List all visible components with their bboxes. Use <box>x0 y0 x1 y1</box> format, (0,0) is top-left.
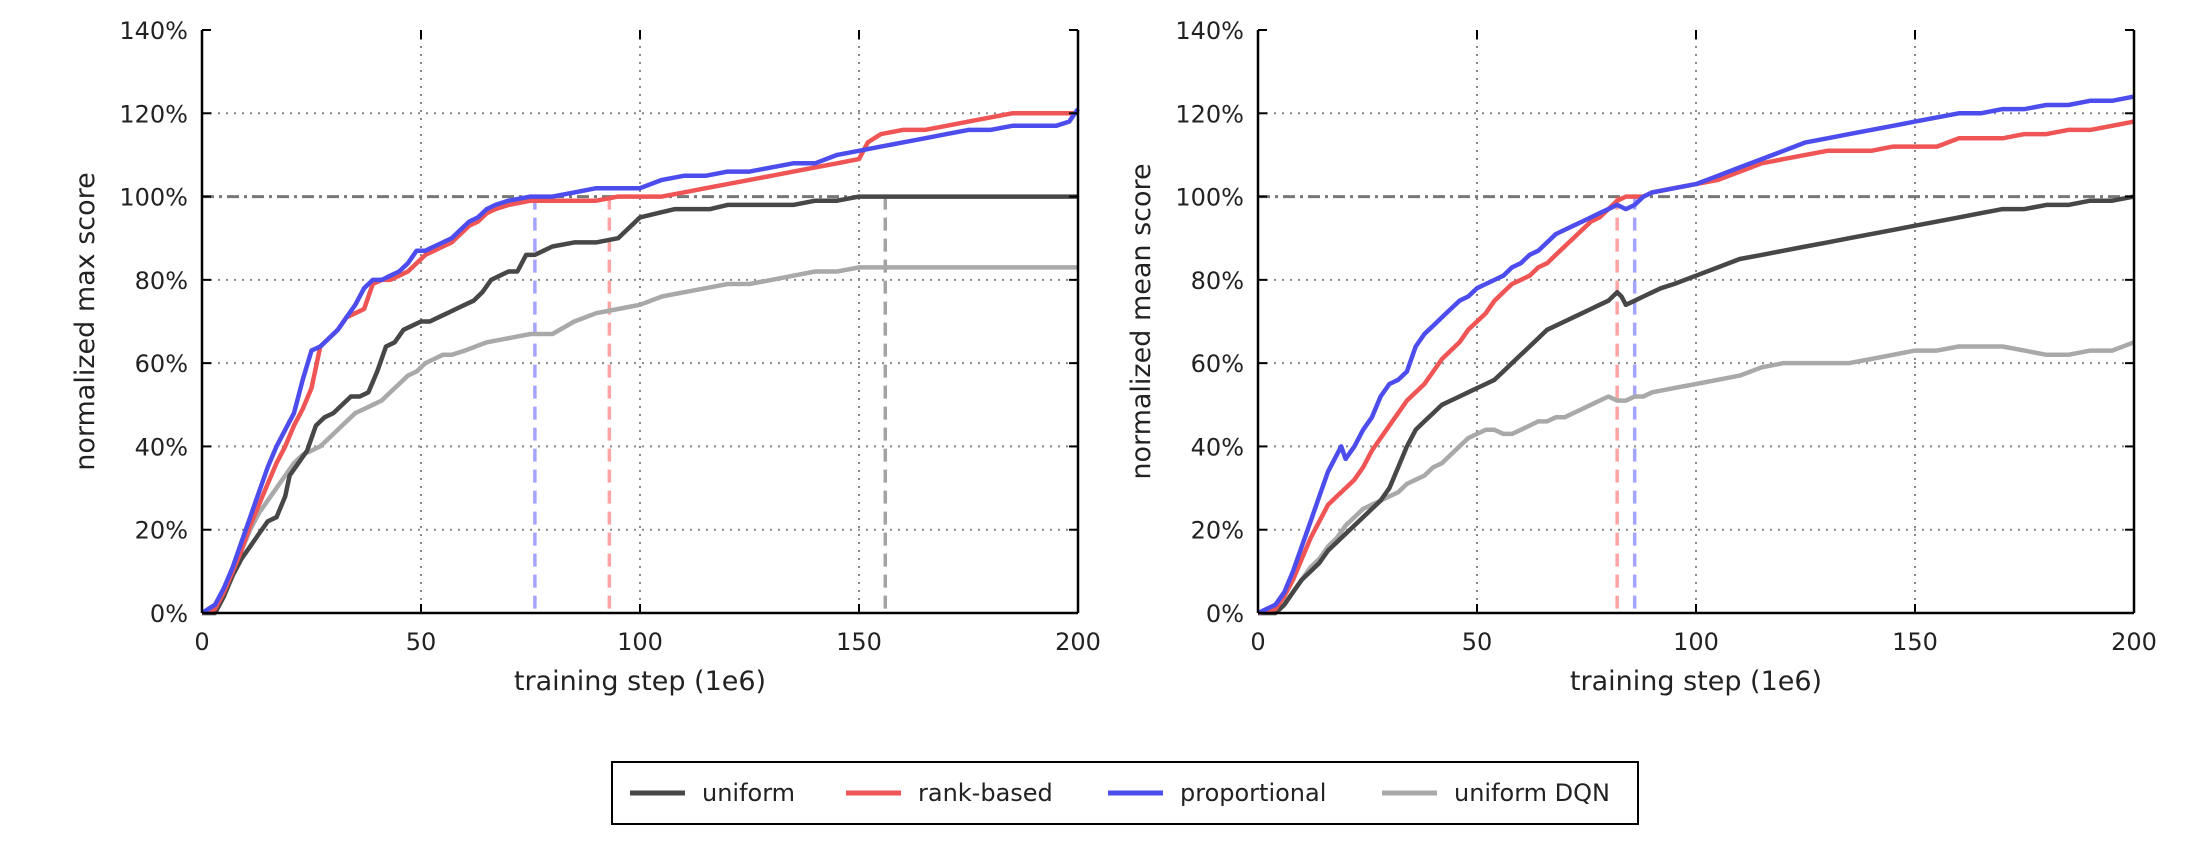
legend-label-uniform: uniform <box>702 779 795 807</box>
legend-label-proportional: proportional <box>1180 779 1326 807</box>
chart0-xtick-label-100: 100 <box>617 628 663 656</box>
legend-label-uniform-dqn: uniform DQN <box>1454 779 1610 807</box>
chart0-ytick-label-60: 60% <box>135 350 188 378</box>
chart0-xtick-label-0: 0 <box>194 628 209 656</box>
chart1-xlabel: training step (1e6) <box>1570 666 1822 697</box>
chart1-series-proportional <box>1257 94 2135 616</box>
chart0-series-uniform <box>202 194 1078 616</box>
chart1-ytick-label-100: 100% <box>1175 184 1244 212</box>
chart0-ytick-label-40: 40% <box>135 433 188 461</box>
chart0-ytick-label-20: 20% <box>135 517 188 545</box>
chart0-xlabel: training step (1e6) <box>514 666 766 697</box>
chart0-grid <box>202 30 1078 613</box>
chart0-ylabel: normalized max score <box>70 172 101 471</box>
chart0-ytick-label-80: 80% <box>135 267 188 295</box>
chart1-ylabel: normalized mean score <box>1126 163 1157 479</box>
chart1-xtick-label-150: 150 <box>1892 628 1938 656</box>
chart1-ytick-label-140: 140% <box>1175 17 1244 45</box>
chart1-xtick-label-200: 200 <box>2111 628 2157 656</box>
chart1-series-uniform-dqn <box>1258 340 2135 616</box>
chart0-series-uniform-dqn <box>202 265 1078 616</box>
chart1-xtick-label-100: 100 <box>1673 628 1719 656</box>
legend-item-uniform: uniform <box>630 779 795 807</box>
chart0-ytick-label-120: 120% <box>119 100 188 128</box>
legend-item-uniform-dqn: uniform DQN <box>1382 779 1610 807</box>
chart1-xtick-label-50: 50 <box>1462 628 1493 656</box>
chart1-series-uniform <box>1258 194 2135 616</box>
chart1-xtick-label-0: 0 <box>1250 628 1265 656</box>
chart1-ytick-label-40: 40% <box>1191 433 1244 461</box>
legend-label-rank-based: rank-based <box>918 779 1053 807</box>
max-score-chart: 0 50 100 150 200 0% 20% 40% 60% 80% 100% 120% 140% tr… <box>70 17 1101 697</box>
chart1-grid <box>1258 30 2134 613</box>
chart0-series-proportional <box>200 107 1080 615</box>
chart0-ytick-label-100: 100% <box>119 184 188 212</box>
chart1-ytick-label-60: 60% <box>1191 350 1244 378</box>
chart1-series-rank-based <box>1257 119 2135 616</box>
chart0-ytick-label-140: 140% <box>119 17 188 45</box>
chart0-series-rank-based <box>201 111 1078 616</box>
chart1-ytick-label-0: 0% <box>1206 600 1244 628</box>
chart0-xtick-label-200: 200 <box>1055 628 1101 656</box>
chart1-ytick-label-120: 120% <box>1175 100 1244 128</box>
chart0-xtick-label-50: 50 <box>406 628 437 656</box>
chart1-ytick-label-80: 80% <box>1191 267 1244 295</box>
chart0-ytick-label-0: 0% <box>150 600 188 628</box>
mean-score-chart: 0 50 100 150 200 0% 20% 40% 60% 80% 100% 120% 140% tr… <box>1126 17 2157 697</box>
chart0-xtick-label-150: 150 <box>836 628 882 656</box>
legend-item-proportional: proportional <box>1108 779 1326 807</box>
legend: uniform rank-based proportional uniform … <box>611 761 1639 825</box>
chart1-ytick-label-20: 20% <box>1191 517 1244 545</box>
legend-item-rank-based: rank-based <box>846 779 1053 807</box>
